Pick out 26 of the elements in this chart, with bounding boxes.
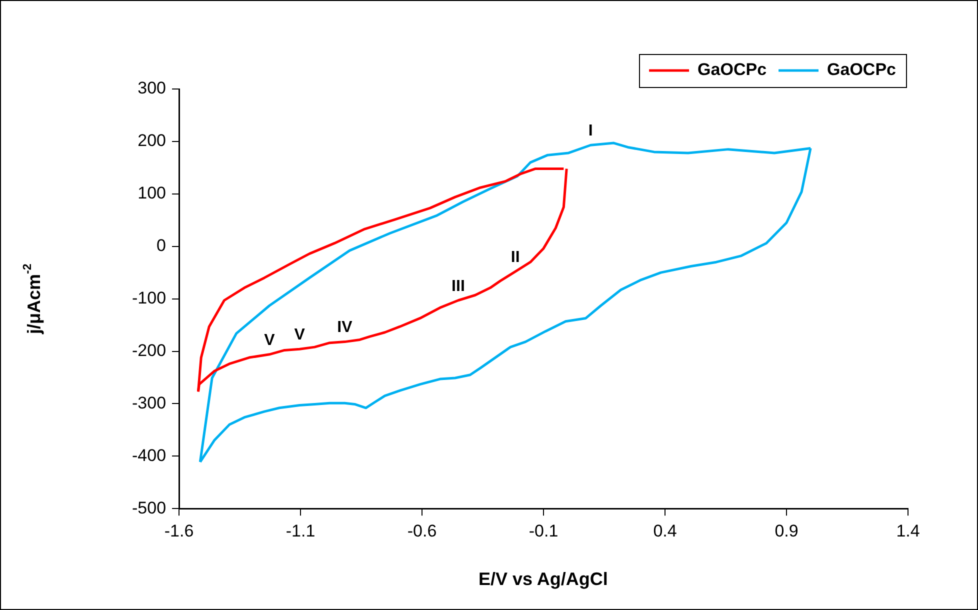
y-tick-label: 300 bbox=[138, 78, 166, 98]
y-tick-label: 100 bbox=[138, 184, 166, 203]
x-tick-label: -0.1 bbox=[528, 521, 558, 540]
x-axis-title: E/V vs Ag/AgCl bbox=[478, 568, 608, 589]
x-tick-label: 1.4 bbox=[896, 521, 920, 540]
x-tick-label: 0.9 bbox=[774, 521, 798, 540]
annotation: IV bbox=[337, 319, 353, 336]
y-tick-label: -500 bbox=[132, 498, 166, 518]
annotation: II bbox=[510, 248, 520, 266]
annotation: III bbox=[452, 278, 465, 295]
y-tick-label: -300 bbox=[132, 393, 166, 412]
y-tick-label: 0 bbox=[156, 236, 166, 256]
x-tick-label: -1.1 bbox=[286, 521, 316, 540]
y-axis-title: j/μAcm-2 bbox=[21, 263, 44, 336]
x-tick-label: -1.6 bbox=[164, 521, 194, 540]
y-tick-label: 200 bbox=[138, 131, 166, 150]
annotation: V bbox=[264, 332, 276, 349]
legend-label: GaOCPc bbox=[827, 60, 896, 80]
x-tick-label: -0.6 bbox=[407, 521, 437, 540]
y-tick-label: -100 bbox=[132, 288, 166, 308]
annotation: V bbox=[294, 326, 306, 344]
x-tick-label: 0.4 bbox=[653, 521, 677, 540]
annotation: I bbox=[588, 122, 593, 140]
legend-label: GaOCPc bbox=[698, 60, 767, 80]
y-tick-label: -200 bbox=[132, 340, 166, 360]
y-tick-label: -400 bbox=[132, 446, 166, 465]
